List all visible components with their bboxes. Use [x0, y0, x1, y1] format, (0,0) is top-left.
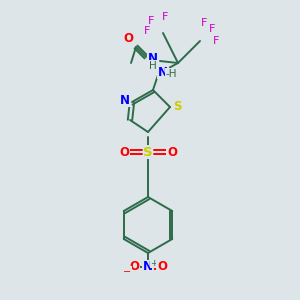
Text: H: H	[149, 61, 157, 71]
Text: O: O	[129, 260, 139, 274]
Text: N: N	[143, 260, 153, 274]
Text: O: O	[157, 260, 167, 274]
Text: F: F	[201, 18, 207, 28]
Text: S: S	[173, 100, 181, 113]
Text: F: F	[162, 12, 168, 22]
Text: N: N	[158, 65, 168, 79]
Text: N: N	[120, 94, 130, 106]
Text: F: F	[148, 16, 154, 26]
Text: -H: -H	[165, 69, 177, 79]
Text: O: O	[167, 146, 177, 158]
Text: O: O	[123, 32, 133, 46]
Text: N: N	[148, 52, 158, 64]
Text: F: F	[144, 26, 150, 36]
Text: −: −	[123, 267, 131, 277]
Text: O: O	[119, 146, 129, 158]
Text: F: F	[213, 36, 219, 46]
Text: S: S	[143, 146, 153, 158]
Text: F: F	[209, 24, 215, 34]
Text: +: +	[150, 259, 158, 268]
